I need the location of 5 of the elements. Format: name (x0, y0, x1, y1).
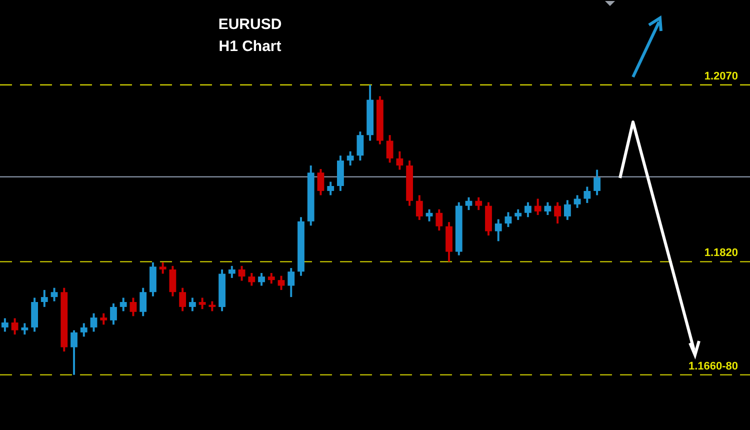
ref-line-label: 1.1660-80 (688, 360, 738, 372)
text: H1 Chart (218, 37, 282, 57)
ref-line-label: 1.2070 (704, 70, 738, 82)
text: EURUSD (217, 15, 283, 35)
ref-line-label: 1.1820 (704, 247, 738, 260)
